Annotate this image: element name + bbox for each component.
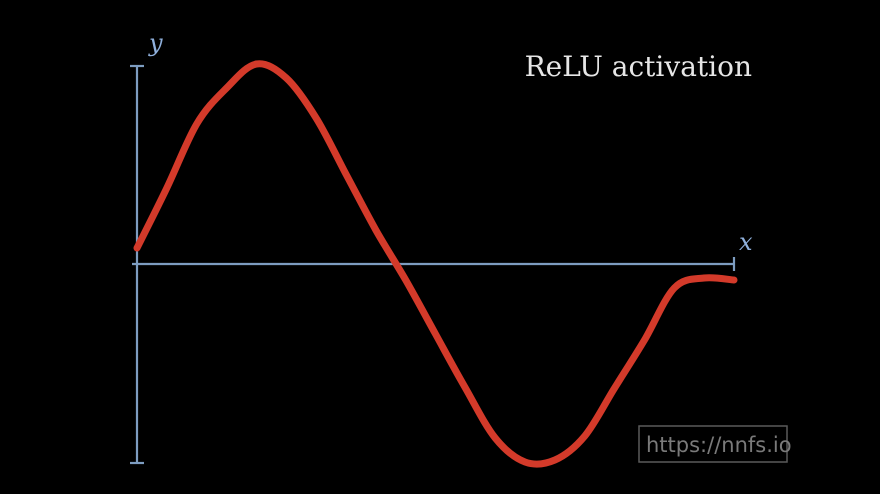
x-axis-label: x — [739, 228, 753, 256]
data-point — [343, 171, 349, 177]
data-point — [731, 277, 737, 283]
series-line — [133, 60, 738, 468]
data-point — [373, 227, 379, 233]
data-point — [671, 285, 677, 291]
data-point — [164, 185, 170, 191]
data-point — [313, 115, 319, 121]
data-point — [552, 457, 558, 463]
data-point — [433, 331, 439, 337]
data-point — [492, 435, 498, 441]
data-point — [641, 337, 647, 343]
data-point — [612, 385, 618, 391]
data-point — [522, 459, 528, 465]
data-point — [194, 121, 200, 127]
data-point — [134, 245, 140, 251]
y-axis-label: y — [148, 29, 163, 57]
watermark-text[interactable]: https://nnfs.io — [646, 433, 792, 457]
data-point — [283, 75, 289, 81]
data-point — [253, 61, 259, 67]
data-point — [582, 433, 588, 439]
data-point — [224, 85, 230, 91]
watermark-box — [638, 425, 788, 463]
chart-title: ReLU activation — [525, 50, 752, 83]
data-point — [701, 275, 707, 281]
data-point — [403, 277, 409, 283]
data-point — [462, 385, 468, 391]
